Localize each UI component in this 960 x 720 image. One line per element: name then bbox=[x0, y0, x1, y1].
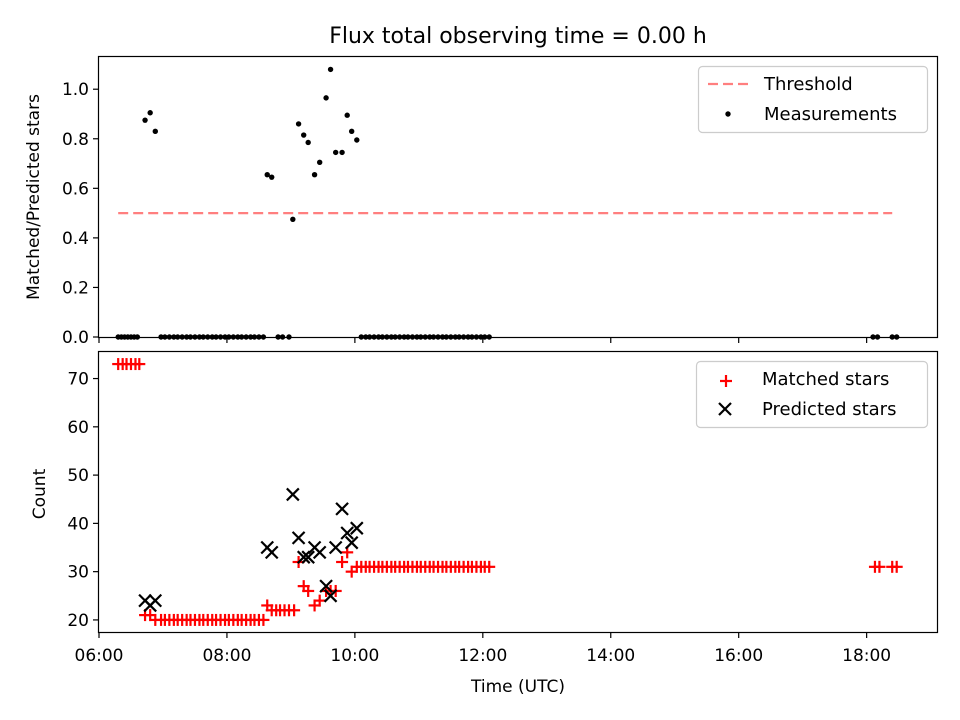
y-tick-label: 0.6 bbox=[62, 179, 89, 199]
y-tick-label: 0.4 bbox=[62, 229, 89, 249]
measurement-point bbox=[269, 174, 275, 180]
predicted-star-point bbox=[296, 550, 311, 564]
measurement-point bbox=[142, 117, 148, 123]
count-legend-frame bbox=[695, 360, 929, 429]
predicted-star-point bbox=[319, 579, 333, 593]
measurement-point bbox=[305, 139, 311, 146]
predicted-star-point bbox=[301, 550, 315, 564]
legend-predicted-label: Predicted stars bbox=[762, 399, 896, 420]
predicted-star-point bbox=[335, 502, 349, 516]
x-tick-label: 10:00 bbox=[330, 646, 379, 666]
ratio-panel-ylabel: Matched/Predicted stars bbox=[24, 94, 44, 300]
predicted-star-point bbox=[291, 531, 306, 545]
count-panel-frame bbox=[97, 350, 939, 634]
measurement-point bbox=[327, 66, 334, 73]
measurement-point bbox=[301, 132, 307, 138]
predicted-star-point bbox=[328, 540, 343, 555]
legend-matched-swatch bbox=[720, 375, 732, 387]
predicted-star-point bbox=[323, 589, 338, 603]
y-tick-label: 0.0 bbox=[62, 328, 89, 348]
ratio-panel-frame bbox=[97, 55, 939, 339]
measurement-point bbox=[264, 171, 270, 178]
matched-star-point bbox=[336, 556, 349, 568]
x-axis-label: Time (UTC) bbox=[470, 677, 565, 697]
measurement-point bbox=[332, 149, 339, 156]
y-tick-label: 0.2 bbox=[62, 278, 89, 298]
matched-star-point bbox=[288, 604, 301, 617]
y-tick-label: 20 bbox=[67, 611, 89, 631]
legend-measurements-label: Measurements bbox=[764, 104, 897, 125]
chart-title: Flux total observing time = 0.00 h bbox=[329, 24, 707, 49]
legend-predicted-swatch bbox=[718, 402, 732, 416]
predicted-star-point bbox=[148, 593, 163, 608]
matched-star-point bbox=[302, 584, 315, 597]
count-panel: 06:00 08:00 10:00 12:00 14:00 16:00 18:00 20 30 4… bbox=[30, 350, 939, 697]
predicted-star-point bbox=[312, 545, 327, 560]
count-panel-ylabel: Count bbox=[30, 468, 50, 519]
y-tick-label: 0.8 bbox=[62, 130, 89, 150]
predicted-star-point bbox=[264, 545, 279, 560]
y-tick-label: 40 bbox=[67, 514, 89, 534]
legend-measurements-swatch bbox=[725, 111, 731, 117]
y-tick-label: 1.0 bbox=[62, 80, 89, 100]
ratio-legend: Threshold Measurements bbox=[697, 65, 929, 134]
y-tick-label: 50 bbox=[67, 466, 89, 486]
matched-star-point bbox=[483, 560, 496, 573]
x-tick-label: 14:00 bbox=[586, 646, 635, 666]
legend-matched-label: Matched stars bbox=[762, 369, 889, 390]
x-tick-label: 12:00 bbox=[458, 646, 507, 666]
matched-star-point bbox=[133, 358, 146, 371]
measurement-point bbox=[354, 137, 360, 143]
measurement-point bbox=[348, 128, 355, 135]
matched-star-point bbox=[873, 560, 886, 573]
measurement-point bbox=[295, 121, 302, 127]
x-tick-label: 06:00 bbox=[75, 646, 124, 666]
ratio-legend-frame bbox=[697, 65, 929, 134]
measurement-point bbox=[311, 171, 318, 178]
x-tick-label: 08:00 bbox=[202, 646, 251, 666]
ratio-panel: 0.0 0.2 0.4 0.6 0.8 1.0 Matched/Predicted sta… bbox=[24, 55, 939, 348]
matched-star-point bbox=[313, 594, 326, 607]
predicted-star-point bbox=[340, 526, 354, 540]
matched-star-point bbox=[890, 560, 903, 573]
y-tick-label: 70 bbox=[67, 370, 89, 390]
x-tick-label: 18:00 bbox=[842, 646, 891, 666]
measurement-point bbox=[147, 110, 153, 116]
legend-threshold-label: Threshold bbox=[763, 74, 853, 95]
predicted-star-point bbox=[286, 487, 300, 502]
measurement-point bbox=[316, 159, 323, 166]
measurement-point bbox=[339, 149, 345, 156]
measurement-point bbox=[290, 216, 296, 223]
measurement-point bbox=[152, 128, 158, 135]
predicted-star-point bbox=[344, 535, 359, 550]
measurement-point bbox=[323, 95, 329, 101]
matched-star-point bbox=[257, 613, 270, 626]
count-legend: Matched stars Predicted stars bbox=[695, 360, 929, 429]
y-tick-label: 60 bbox=[67, 418, 89, 438]
x-tick-label: 16:00 bbox=[714, 646, 763, 666]
measurement-point bbox=[344, 112, 350, 118]
predicted-star-point bbox=[350, 521, 364, 535]
y-tick-label: 30 bbox=[67, 563, 89, 583]
